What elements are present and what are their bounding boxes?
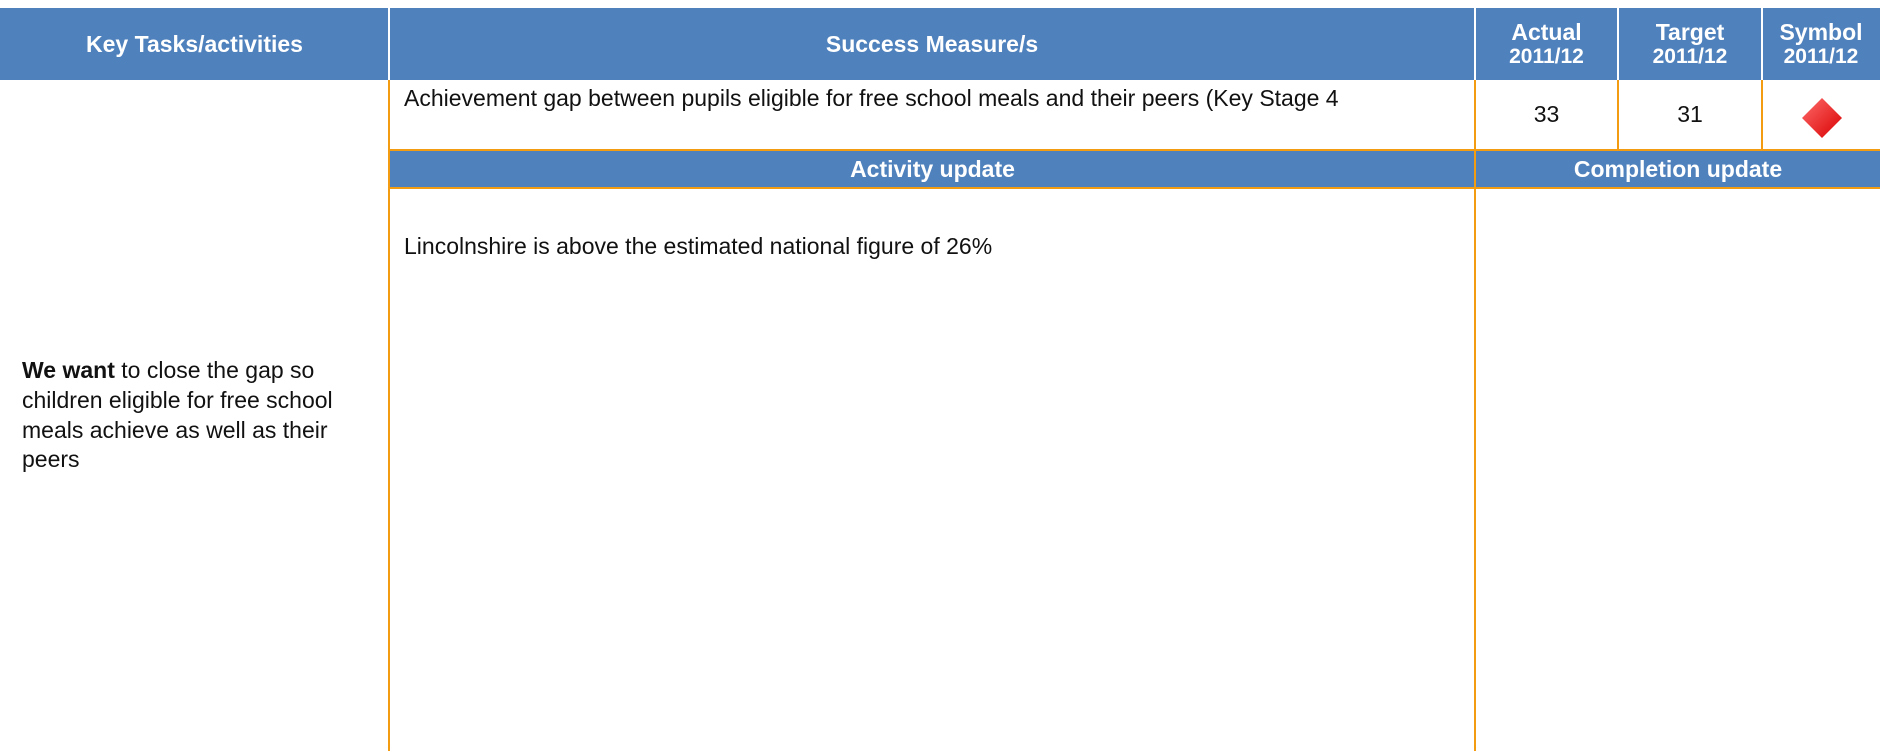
actual-value: 33 <box>1533 101 1560 128</box>
header-target: Target 2011/12 <box>1618 8 1762 80</box>
divider <box>1617 8 1619 80</box>
header-text: Success Measure/s <box>825 30 1039 57</box>
measure-text: Achievement gap between pupils eligible … <box>404 85 1339 111</box>
header-text: Actual <box>1511 18 1582 45</box>
header-text: Target <box>1655 18 1725 45</box>
key-task-text: We want to close the gap so children eli… <box>22 356 382 476</box>
red-diamond-icon <box>1802 98 1842 138</box>
header-subtext: 2011/12 <box>1509 45 1584 69</box>
header-success-measures: Success Measure/s <box>389 8 1475 80</box>
border <box>388 149 1880 151</box>
header-actual: Actual 2011/12 <box>1475 8 1618 80</box>
measure-cell: Achievement gap between pupils eligible … <box>404 84 1464 150</box>
target-value: 31 <box>1677 101 1703 128</box>
divider <box>1474 8 1476 80</box>
header-key-tasks: Key Tasks/activities <box>0 8 389 80</box>
actual-cell: 33 <box>1475 80 1618 150</box>
border <box>388 187 1880 189</box>
activity-header: Activity update <box>390 150 1475 188</box>
divider <box>1761 8 1763 80</box>
header-text: Activity update <box>850 155 1015 182</box>
header-text: Completion update <box>1573 155 1783 182</box>
header-subtext: 2011/12 <box>1783 45 1859 69</box>
divider <box>388 8 390 80</box>
header-text: Symbol <box>1779 18 1863 45</box>
border <box>1761 80 1763 150</box>
border <box>1617 80 1619 150</box>
key-task-cell: We want to close the gap so children eli… <box>22 80 382 751</box>
header-symbol: Symbol 2011/12 <box>1762 8 1880 80</box>
key-task-body: to close the gap so children eligible fo… <box>22 356 333 473</box>
header-text: Key Tasks/activities <box>86 30 303 57</box>
activity-cell: Lincolnshire is above the estimated nati… <box>404 232 1464 262</box>
key-task-bold: We want <box>22 356 115 383</box>
border <box>388 80 390 751</box>
target-cell: 31 <box>1618 80 1762 150</box>
header-subtext: 2011/12 <box>1652 45 1728 69</box>
completion-header: Completion update <box>1476 150 1880 188</box>
border <box>1474 80 1476 751</box>
activity-text: Lincolnshire is above the estimated nati… <box>404 233 993 259</box>
